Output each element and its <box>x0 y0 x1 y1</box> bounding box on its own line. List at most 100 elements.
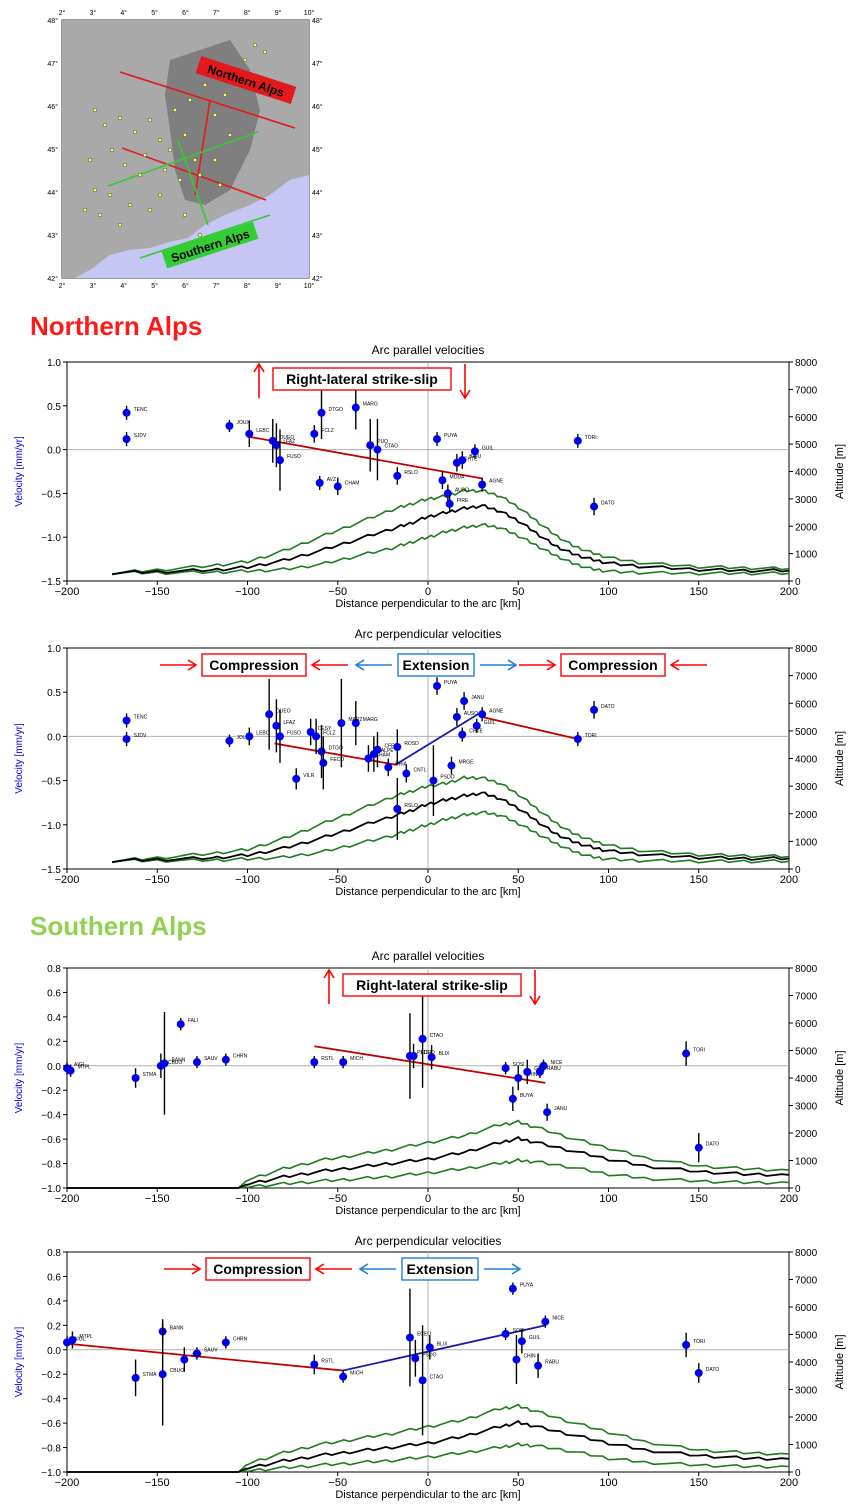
station-label: AGNE <box>489 479 504 485</box>
map-lon-tick-label: 9° <box>275 9 282 17</box>
topography-min-line <box>111 523 790 576</box>
x-tick-label: −100 <box>235 1193 260 1205</box>
red-fit-line <box>481 716 579 740</box>
station-label: JANU <box>471 695 484 701</box>
station-label: LFAZ <box>283 720 295 726</box>
station-point <box>122 408 131 417</box>
y2-tick-label: 0 <box>795 1468 801 1479</box>
station-label: AUSO <box>464 711 478 717</box>
y-tick-label: −0.5 <box>41 489 61 500</box>
map-lon-tick-label: 7° <box>213 282 220 290</box>
x-axis-label: Distance perpendicular to the arc [km] <box>335 1205 520 1217</box>
compression-right-arrow-head <box>669 659 680 671</box>
topography-min-line <box>67 1442 790 1473</box>
station-point <box>458 730 467 739</box>
blue-fit-line <box>342 1324 546 1372</box>
station-point <box>312 732 321 741</box>
map-lon-tick-label: 5° <box>151 9 158 17</box>
strike-slip-box <box>342 973 522 997</box>
topography-min-line <box>67 1158 790 1189</box>
station-label: RABU <box>545 1360 559 1366</box>
station-point <box>122 435 131 444</box>
map-lat-ticks-right: 48° 47° 46° 45° 44° 43° 42° <box>312 17 323 283</box>
y-tick-label: 0.2 <box>47 1037 61 1048</box>
station-point <box>682 1049 691 1058</box>
southern-profile-line <box>107 131 259 187</box>
y-tick-label: 1.0 <box>47 644 61 655</box>
station-point <box>478 480 487 489</box>
blue-fit-line <box>395 710 483 766</box>
station-label: STMA <box>143 1372 158 1378</box>
topography-mean-line <box>67 1135 790 1189</box>
southern-label-box <box>161 221 259 269</box>
station-point <box>225 421 234 430</box>
y2-axis-label: Altitude [m] <box>834 1334 846 1389</box>
station-point <box>405 1333 414 1342</box>
y2-tick-label: 2000 <box>795 522 818 533</box>
map-lat-tick-label: 47° <box>47 60 58 68</box>
station-point <box>458 456 467 465</box>
station-label: CESY <box>318 726 332 732</box>
x-tick-label: −100 <box>235 874 260 886</box>
station-label: BRIA <box>395 761 407 767</box>
map-lon-tick-label: 8° <box>244 9 251 17</box>
map-lon-tick-label: 7° <box>213 9 220 17</box>
station-point <box>694 1143 703 1152</box>
station-label: AIGL <box>74 1062 86 1068</box>
map-station-dot <box>197 172 203 178</box>
x-tick-label: 0 <box>425 1477 431 1489</box>
y2-tick-label: 1000 <box>795 1157 818 1168</box>
y2-tick-label: 5000 <box>795 440 818 451</box>
station-label: PSDO <box>440 775 454 781</box>
map-station-dot <box>109 147 115 153</box>
station-point <box>310 1058 319 1067</box>
map-station-dot <box>177 177 183 183</box>
station-point <box>402 769 411 778</box>
extension-left-arrow-head <box>358 1263 369 1275</box>
station-point <box>221 1338 230 1347</box>
map-lon-tick-label: 5° <box>151 282 158 290</box>
station-label: ALPE <box>381 748 394 754</box>
map-lon-ticks-top: 2° 3° 4° 5° 6° 7° 8° 9° 10° <box>59 9 315 17</box>
station-point <box>373 445 382 454</box>
y-axis-label: Velocity [mm/yr] <box>14 1327 25 1398</box>
station-label: AUSO <box>455 487 469 493</box>
map-station-dot <box>92 187 98 193</box>
station-point <box>351 719 360 728</box>
station-label: CHRN <box>233 1336 248 1342</box>
station-point <box>339 1372 348 1381</box>
x-tick-label: −200 <box>55 874 80 886</box>
station-point <box>573 735 582 744</box>
y2-tick-label: 8000 <box>795 644 818 655</box>
map-lat-tick-label: 42° <box>312 275 323 283</box>
station-label: BUYA <box>520 1093 534 1099</box>
compression-box <box>205 1257 311 1281</box>
strike-slip-down-arrow-head <box>529 995 541 1006</box>
map-station-dot <box>132 129 138 135</box>
station-point <box>590 705 599 714</box>
y-tick-label: −0.4 <box>41 1395 61 1406</box>
map-station-dot <box>162 167 168 173</box>
strike-slip-up-arrow-head <box>323 968 335 979</box>
station-label: CHTE <box>469 729 483 735</box>
station-point <box>429 776 438 785</box>
y2-tick-label: 7000 <box>795 385 818 396</box>
station-point <box>310 1360 319 1369</box>
station-label: CTAO <box>384 444 398 450</box>
station-label: FUSO <box>287 730 301 736</box>
map-lon-tick-label: 10° <box>304 282 315 290</box>
y2-tick-label: 3000 <box>795 782 818 793</box>
strike-slip-up-arrow-head <box>253 362 265 373</box>
station-point <box>534 1361 543 1370</box>
station-label: TORI <box>693 1339 705 1345</box>
station-label: AVZ <box>327 477 336 483</box>
north-parallel-chart: Arc parallel velocities TENC SJDV JOUX LEBC D… <box>14 343 846 610</box>
topography-min-line <box>111 810 790 864</box>
y-tick-label: −1.0 <box>41 533 61 544</box>
map-station-dot <box>117 222 123 228</box>
map-stations <box>82 42 268 238</box>
x-tick-label: −150 <box>145 874 170 886</box>
compression-label: Compression <box>568 657 657 673</box>
station-label: SAUV <box>204 1056 218 1062</box>
